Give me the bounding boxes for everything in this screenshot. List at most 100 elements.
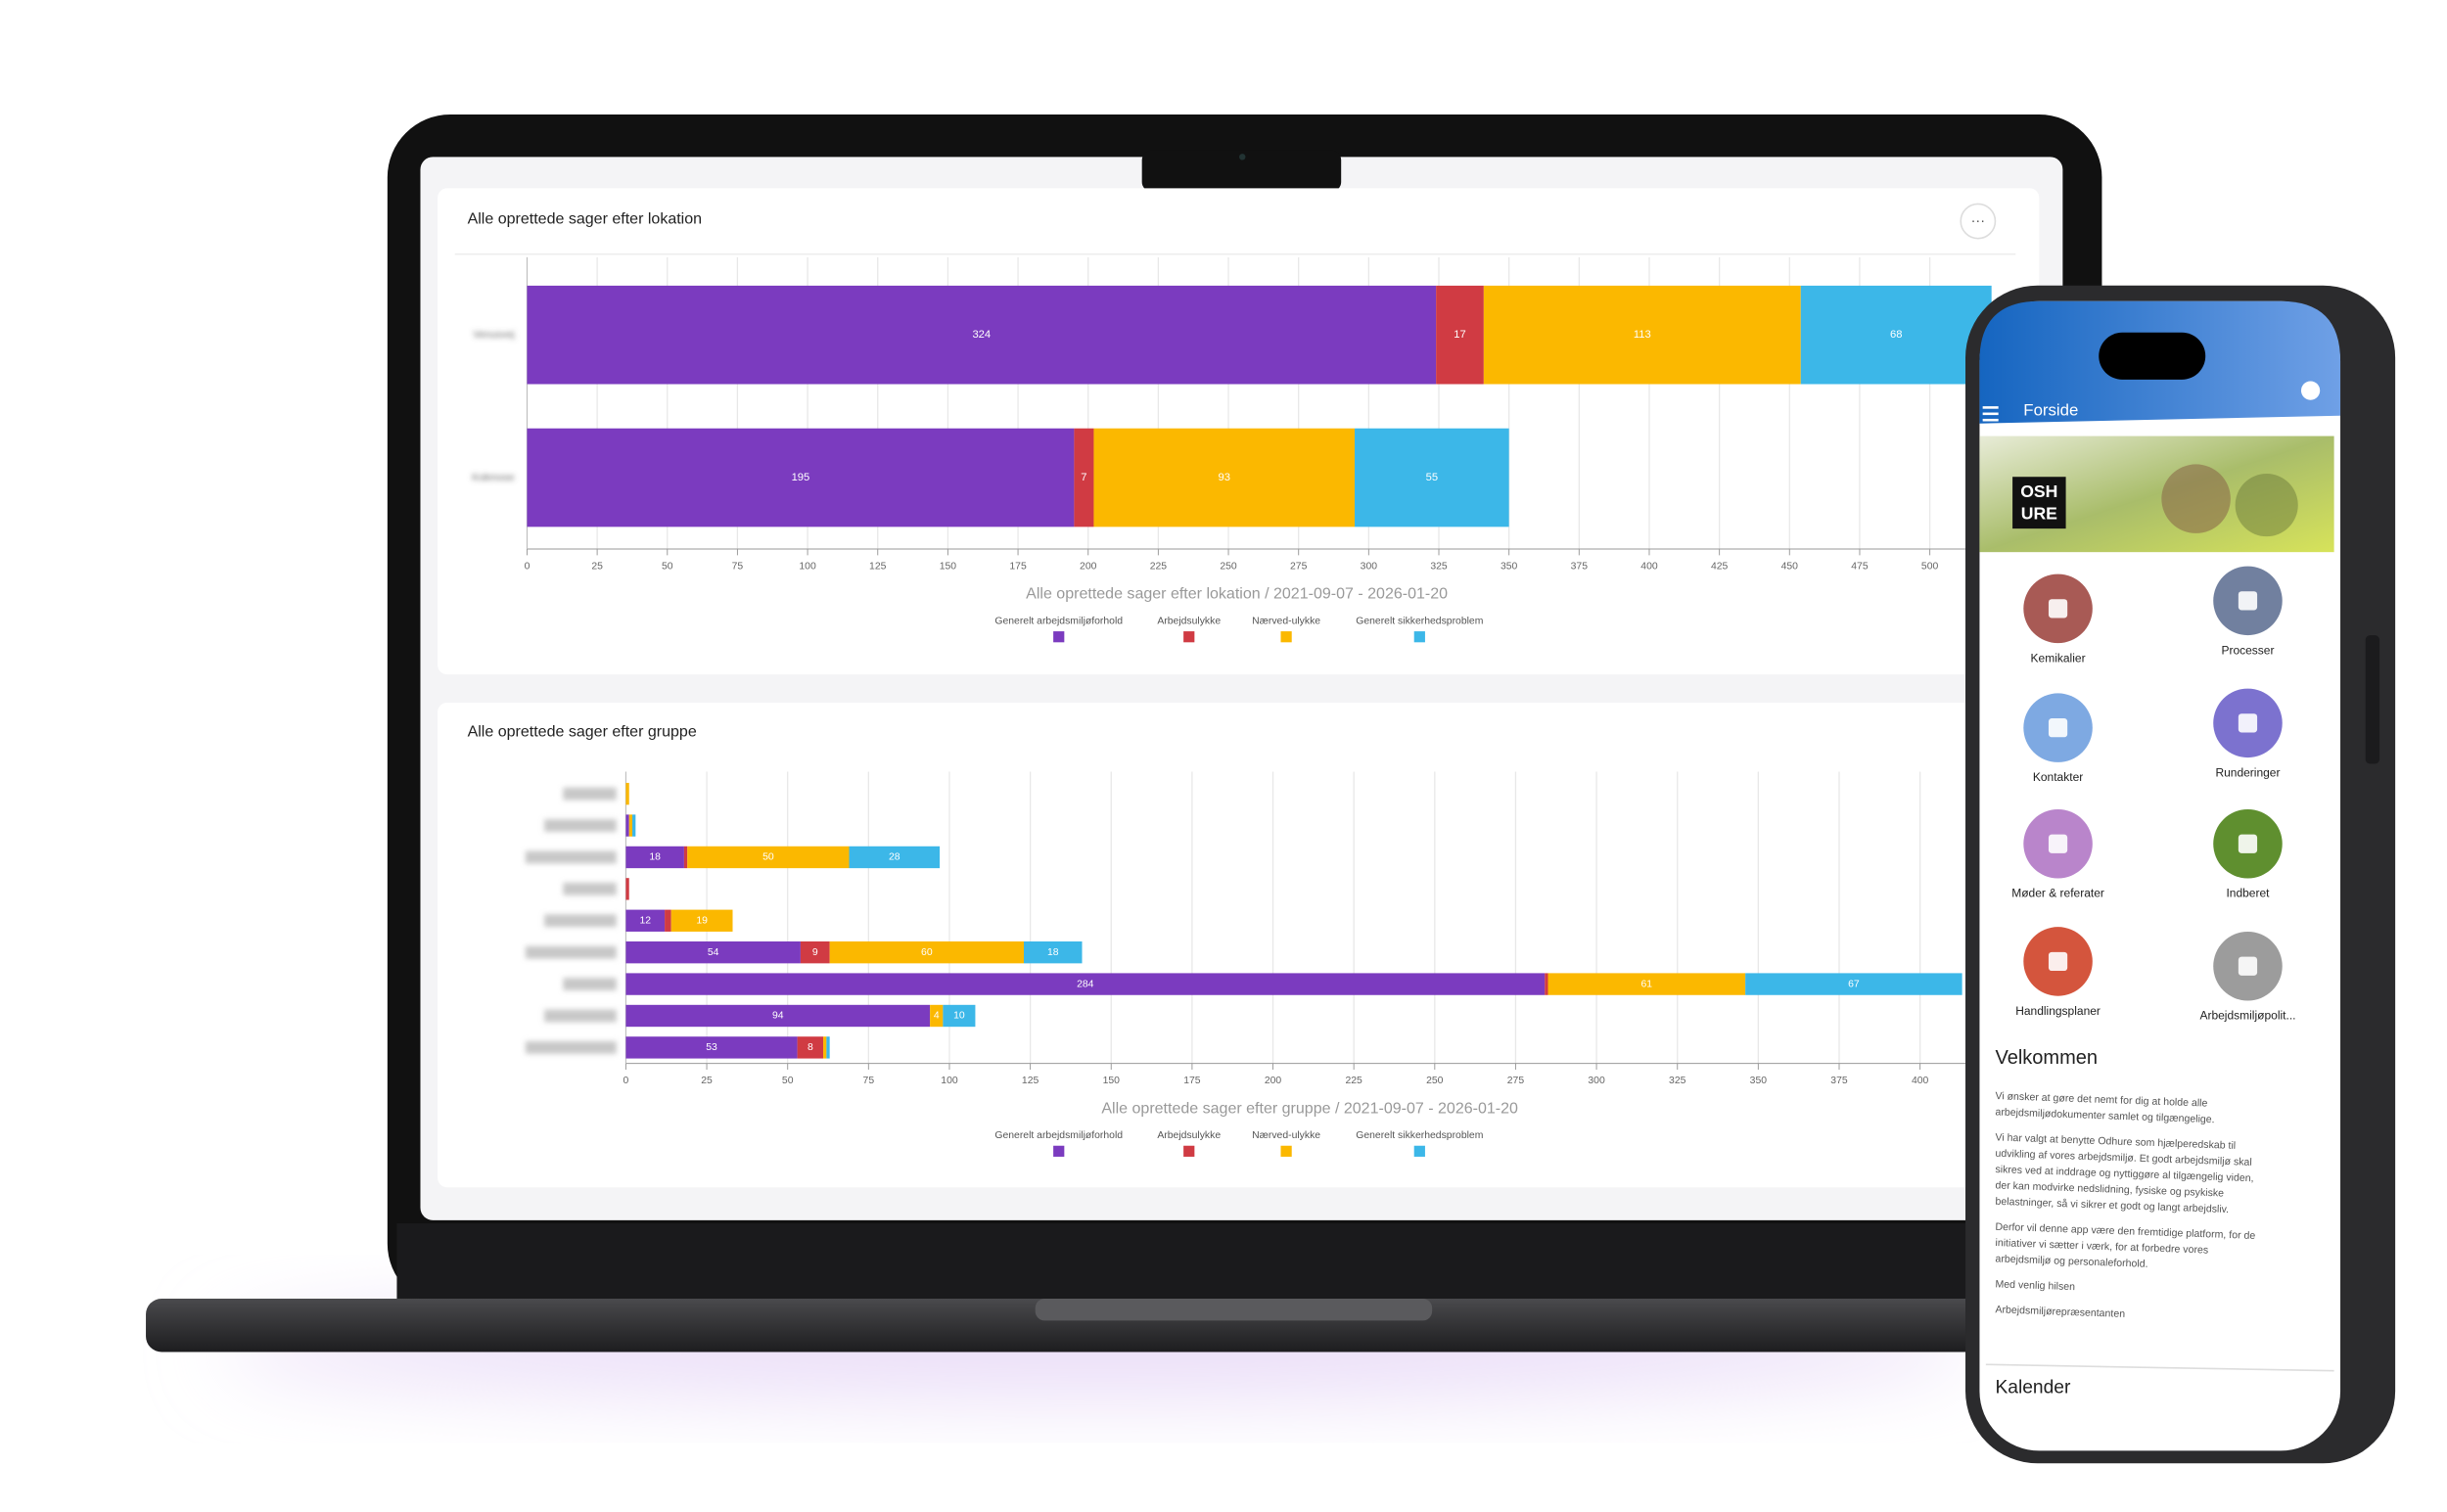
logo-text: OSH — [2020, 481, 2057, 501]
banner-photo — [2235, 474, 2298, 537]
chart-title: Alle oprettede sager efter lokation — [468, 210, 702, 228]
blurred-label — [563, 978, 617, 990]
bar-segment — [670, 909, 733, 932]
x-tick-label: 100 — [799, 561, 816, 572]
data-label: 7 — [1081, 472, 1086, 483]
tile-label[interactable]: Arbejdsmiljøpolit... — [2199, 1009, 2295, 1023]
tile-glyph — [2048, 599, 2068, 619]
tile-label[interactable]: Indberet — [2226, 887, 2270, 900]
data-label: 8 — [808, 1042, 813, 1053]
bar-segment — [1074, 428, 1094, 527]
card — [438, 703, 2040, 1188]
bar-segment — [800, 940, 830, 964]
legend-label[interactable]: Generelt arbejdsmiljøforhold — [994, 1130, 1123, 1141]
x-tick-label: 250 — [1220, 561, 1237, 572]
x-tick-label: 50 — [782, 1076, 794, 1086]
data-label: 17 — [1454, 329, 1465, 341]
x-tick-label: 75 — [732, 561, 744, 572]
legend-swatch[interactable] — [1413, 1145, 1425, 1157]
data-label: 18 — [649, 852, 661, 863]
blurred-label — [544, 1009, 617, 1023]
tile-label[interactable]: Runderinger — [2215, 765, 2280, 779]
bar-segment — [1547, 973, 1746, 995]
blurred-label — [525, 945, 617, 959]
tile-glyph — [2238, 591, 2258, 611]
bar-segment — [625, 814, 629, 837]
legend-swatch[interactable] — [1053, 1145, 1065, 1157]
user-icon[interactable] — [2300, 381, 2321, 400]
x-tick-label: 475 — [1851, 561, 1869, 572]
blurred-label — [544, 819, 617, 832]
data-label: 50 — [762, 852, 774, 863]
tile-label[interactable]: Møder & referater — [2011, 887, 2104, 900]
legend-swatch[interactable] — [1183, 1145, 1195, 1157]
legend-swatch[interactable] — [1280, 1145, 1292, 1157]
x-tick-label: 225 — [1150, 561, 1168, 572]
charts: Alle oprettede sager efter lokation 0 25 50… — [468, 210, 2001, 1157]
dynamic-island — [2099, 332, 2206, 380]
x-tick-label: 250 — [1426, 1076, 1444, 1086]
axis-title: Alle oprettede sager efter lokation / 20… — [1026, 585, 1448, 603]
bar-segment — [1483, 285, 1801, 385]
x-tick-label: 175 — [1183, 1076, 1201, 1086]
bar-segment — [527, 428, 1075, 527]
tile-label[interactable]: Kontakter — [2033, 770, 2083, 784]
x-tick-label: 300 — [1588, 1076, 1605, 1086]
bar-segment — [1355, 428, 1509, 527]
paragraph-line: Arbejdsmiljørepræsentanten — [1995, 1304, 2125, 1320]
menu-dots[interactable]: ··· — [1971, 213, 1985, 229]
menu-icon[interactable] — [1982, 406, 1999, 422]
legend-label[interactable]: Generelt sikkerhedsproblem — [1356, 1130, 1483, 1141]
bar-segment — [1436, 285, 1484, 385]
x-tick-label: 125 — [1022, 1076, 1039, 1086]
bar-segment — [1093, 428, 1356, 527]
x-tick-label: 425 — [1711, 561, 1729, 572]
x-tick-label: 25 — [591, 561, 603, 572]
legend-swatch[interactable] — [1183, 631, 1195, 643]
legend-label[interactable]: Arbejdsulykke — [1157, 1130, 1221, 1141]
paragraph-line: Med venlig hilsen — [1995, 1278, 2075, 1293]
data-label: 18 — [1047, 947, 1059, 958]
data-label: 4 — [934, 1011, 940, 1022]
x-tick-label: 200 — [1265, 1076, 1282, 1086]
data-label: 94 — [772, 1011, 784, 1022]
legend-swatch[interactable] — [1280, 631, 1292, 643]
bar-segment — [823, 1036, 827, 1059]
legend-swatch[interactable] — [1413, 631, 1425, 643]
x-tick-label: 300 — [1361, 561, 1378, 572]
laptop-hinge — [1035, 1298, 1433, 1321]
bar-segment — [665, 909, 671, 932]
bar-segment — [1745, 973, 1962, 995]
tile-glyph — [2048, 718, 2068, 738]
legend-swatch[interactable] — [1053, 631, 1065, 643]
data-label: 19 — [696, 916, 708, 927]
blurred-label — [544, 914, 617, 928]
data-label: 67 — [1848, 979, 1860, 989]
data-label: 113 — [1634, 329, 1651, 341]
x-tick-label: 0 — [525, 561, 531, 572]
bar-segment — [943, 1004, 976, 1028]
tiles: Kemikalier Processer Kontakter Runderinger M… — [2011, 566, 2295, 1023]
camera — [1239, 154, 1246, 160]
legend-label[interactable]: Generelt sikkerhedsproblem — [1356, 616, 1483, 626]
menu-button[interactable] — [1960, 203, 1997, 240]
header-title: Forside — [2023, 400, 2078, 419]
legend-label[interactable]: Nærved-ulykke — [1252, 616, 1320, 626]
bar-segment — [1800, 285, 1992, 385]
legend-label[interactable]: Nærved-ulykke — [1252, 1130, 1320, 1141]
legend-label[interactable]: Generelt arbejdsmiljøforhold — [994, 616, 1123, 626]
laptop-base — [146, 1298, 2092, 1352]
tile-label[interactable]: Handlingsplaner — [2015, 1004, 2101, 1018]
x-tick-label: 325 — [1430, 561, 1448, 572]
data-label: 93 — [1219, 472, 1230, 483]
tile-label[interactable]: Kemikalier — [2031, 651, 2086, 664]
tile-label[interactable]: Processer — [2221, 643, 2274, 657]
calendar-title: Kalender — [1995, 1377, 2071, 1397]
legend-label[interactable]: Arbejdsulykke — [1157, 616, 1221, 626]
x-tick-label: 200 — [1080, 561, 1097, 572]
x-tick-label: 500 — [1921, 561, 1939, 572]
x-tick-label: 325 — [1669, 1076, 1686, 1086]
data-label: 28 — [889, 852, 900, 863]
bar-segment — [625, 846, 684, 869]
